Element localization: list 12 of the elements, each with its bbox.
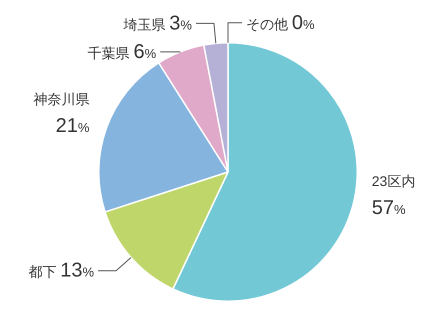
- slice-label: 埼玉県: [122, 16, 170, 32]
- slice-label: 千葉県: [88, 44, 134, 61]
- data-label: 21%: [56, 115, 90, 138]
- slice-label: 神奈川県: [33, 91, 90, 108]
- data-label: 13%: [60, 260, 94, 282]
- slice-label: 都下: [28, 264, 60, 280]
- text: 0%: [292, 12, 315, 34]
- data-label: 3%: [169, 12, 192, 34]
- slice-label: 23区内: [372, 173, 416, 190]
- data-label: 57%: [372, 197, 406, 220]
- data-label: 6%: [134, 40, 157, 63]
- legend-label: その他: [246, 16, 292, 32]
